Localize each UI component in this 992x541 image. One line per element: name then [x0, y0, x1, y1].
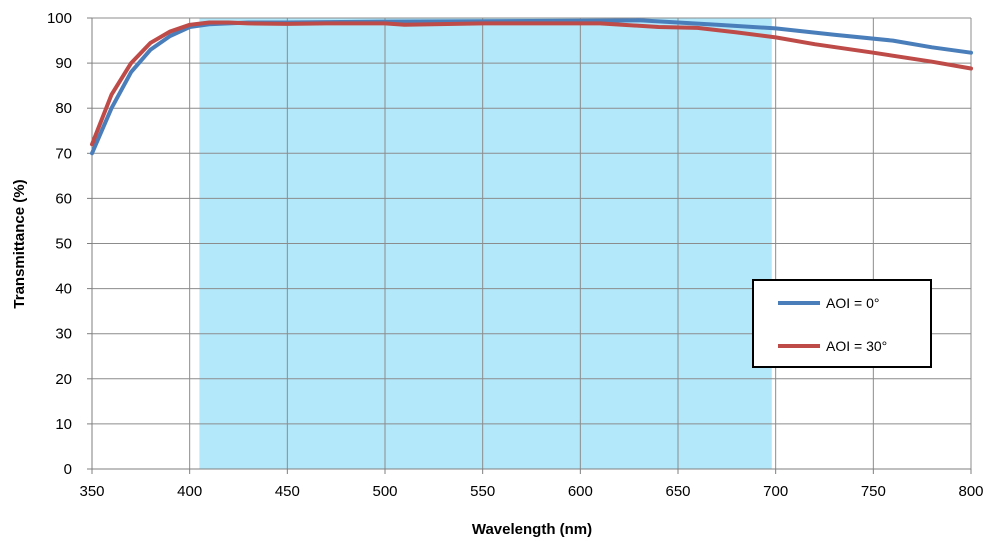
x-tick-label: 450: [275, 483, 300, 500]
x-tick-label: 550: [470, 483, 495, 500]
y-tick-label: 50: [55, 236, 72, 253]
y-tick-label: 80: [55, 100, 72, 117]
grid: [91, 17, 972, 470]
y-tick-label: 70: [55, 145, 72, 162]
legend: AOI = 0° AOI = 30°: [752, 279, 932, 368]
axes: [87, 17, 972, 474]
x-tick-label: 500: [372, 483, 397, 500]
x-tick-label: 700: [763, 483, 788, 500]
x-axis-title: Wavelength (nm): [472, 521, 592, 538]
x-tick-label: 650: [665, 483, 690, 500]
series-line-aoi-30: [90, 20, 973, 147]
y-tick-label: 10: [55, 416, 72, 433]
tick-labels: 0 10 20 30 40 50 60 70 80 90 100 350 400 450 500 550 600…: [47, 10, 984, 500]
legend-label-aoi-30: AOI = 30°: [826, 338, 887, 354]
x-tick-label: 800: [958, 483, 983, 500]
y-tick-label: 20: [55, 371, 72, 388]
y-tick-label: 0: [64, 461, 72, 478]
x-tick-label: 350: [79, 483, 104, 500]
y-tick-label: 40: [55, 281, 72, 298]
y-tick-label: 60: [55, 190, 72, 207]
y-tick-label: 30: [55, 326, 72, 343]
y-tick-label: 100: [47, 10, 72, 27]
legend-box: [752, 279, 932, 368]
y-tick-label: 90: [55, 55, 72, 72]
x-tick-label: 400: [177, 483, 202, 500]
x-tick-label: 750: [861, 483, 886, 500]
x-tick-label: 600: [568, 483, 593, 500]
y-axis-title: Transmittance (%): [11, 179, 28, 308]
legend-label-aoi-0: AOI = 0°: [826, 295, 879, 311]
series-lines: [90, 18, 973, 156]
